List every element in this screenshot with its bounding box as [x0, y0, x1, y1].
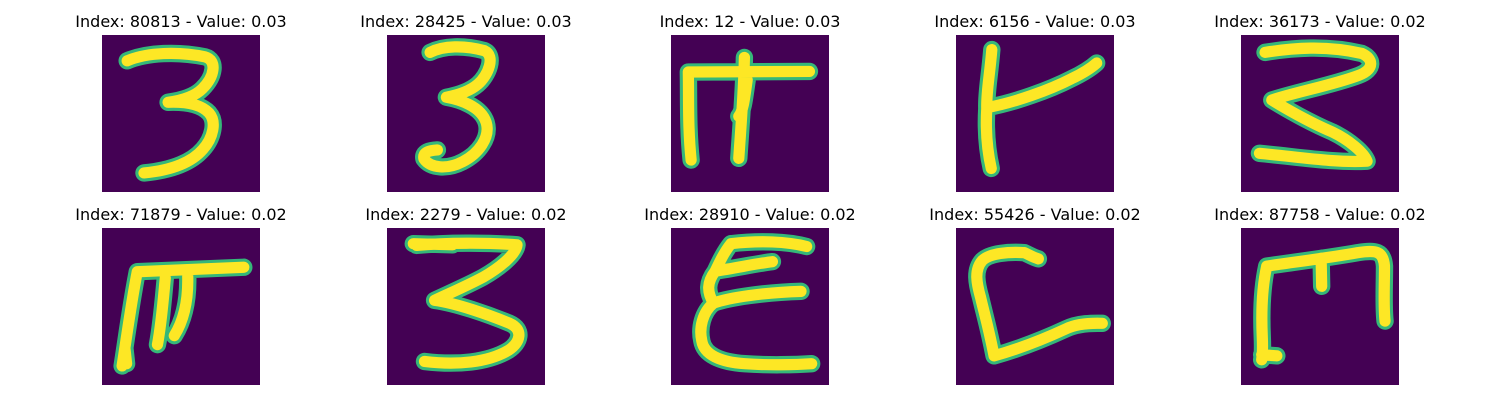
digit-image — [387, 228, 545, 385]
digit-stroke — [1253, 42, 1377, 168]
panel-title: Index: 12 - Value: 0.03 — [659, 12, 841, 31]
digit-image — [956, 228, 1114, 385]
digit-image — [102, 35, 260, 192]
image-panel: Index: 87758 - Value: 0.02 — [1190, 193, 1450, 385]
image-panel: Index: 80813 - Value: 0.03 — [51, 0, 311, 192]
panel-title: Index: 36173 - Value: 0.02 — [1214, 12, 1426, 31]
image-panel: Index: 6156 - Value: 0.03 — [905, 0, 1165, 192]
image-panel: Index: 36173 - Value: 0.02 — [1190, 0, 1450, 192]
digit-image — [671, 35, 829, 192]
image-panel: Index: 28425 - Value: 0.03 — [336, 0, 596, 192]
digit-stroke — [121, 47, 219, 179]
panel-title: Index: 2279 - Value: 0.02 — [365, 205, 567, 224]
digit-stroke — [695, 236, 818, 371]
digit-stroke — [407, 237, 525, 369]
panel-title: Index: 71879 - Value: 0.02 — [75, 205, 287, 224]
digit-stroke — [116, 261, 250, 372]
digit-stroke — [418, 41, 496, 173]
panel-title: Index: 55426 - Value: 0.02 — [929, 205, 1141, 224]
digit-image — [102, 228, 260, 385]
digit-image — [387, 35, 545, 192]
digit-stroke — [682, 51, 816, 166]
panel-title: Index: 28425 - Value: 0.03 — [360, 12, 572, 31]
digit-image — [1241, 35, 1399, 192]
panel-title: Index: 80813 - Value: 0.03 — [75, 12, 287, 31]
image-panel: Index: 28910 - Value: 0.02 — [620, 193, 880, 385]
panel-title: Index: 6156 - Value: 0.03 — [934, 12, 1136, 31]
digit-stroke — [971, 246, 1108, 362]
image-panel: Index: 71879 - Value: 0.02 — [51, 193, 311, 385]
image-panel: Index: 55426 - Value: 0.02 — [905, 193, 1165, 385]
digit-stroke — [1256, 245, 1391, 366]
digit-image — [671, 228, 829, 385]
digit-image — [1241, 228, 1399, 385]
digit-stroke — [980, 43, 1103, 175]
image-panel: Index: 2279 - Value: 0.02 — [336, 193, 596, 385]
image-panel: Index: 12 - Value: 0.03 — [620, 0, 880, 192]
panel-title: Index: 28910 - Value: 0.02 — [644, 205, 856, 224]
panel-title: Index: 87758 - Value: 0.02 — [1214, 205, 1426, 224]
digit-image — [956, 35, 1114, 192]
